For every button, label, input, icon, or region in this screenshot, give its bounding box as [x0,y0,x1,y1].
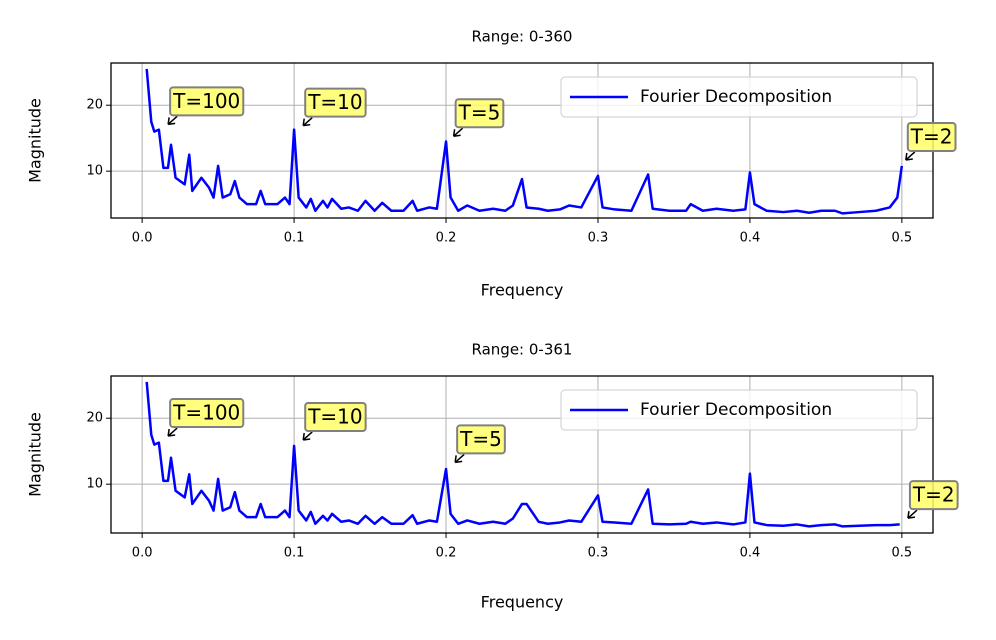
annotation-box [169,86,245,117]
y-tick-label: 10 [86,477,103,492]
annotation-text: T=5 [459,427,502,451]
annotation-arrow [302,431,313,441]
annotation-box [304,401,367,432]
annotation-arrow [452,127,464,137]
x-tick-label: 0.1 [284,231,305,246]
legend: Fourier Decomposition [560,389,918,431]
annotation-arrow [167,115,178,126]
x-tick-label: 0.5 [892,546,913,561]
annotation-text: T=5 [458,101,501,125]
x-tick-label: 0.5 [892,231,913,246]
x-tick-label: 0.4 [740,231,761,246]
annotation-text: T=100 [172,89,240,113]
legend-label: Fourier Decomposition [640,400,832,420]
x-tick-label: 0.4 [740,546,761,561]
axes-frame [110,375,934,534]
annotation-box [906,121,957,152]
annotation-box [304,87,367,118]
legend: Fourier Decomposition [560,76,918,118]
annotation-arrow [454,453,465,464]
legend-label: Fourier Decomposition [640,87,832,107]
y-tick-label: 20 [86,411,103,426]
annotation-arrow [907,509,918,519]
y-axis-label: Magnitude [26,412,45,497]
x-tick-label: 0.0 [132,231,153,246]
x-axis-label: Frequency [481,281,564,300]
annotation-text: T=2 [912,483,955,507]
annotation-box [169,398,245,429]
chart-title: Range: 0-360 [472,28,573,46]
y-tick-label: 10 [86,164,103,179]
x-axis-label: Frequency [481,593,564,612]
x-tick-label: 0.2 [436,546,457,561]
annotation-box [908,480,959,511]
annotation-arrow [167,427,178,437]
annotation-box [454,98,505,129]
x-tick-label: 0.2 [436,231,457,246]
series-line [145,68,904,215]
legend-box [560,76,918,118]
annotation-text: T=2 [910,124,953,148]
annotation-text: T=10 [307,404,362,428]
y-axis-label: Magnitude [26,98,45,183]
x-tick-label: 0.3 [588,546,609,561]
annotation-arrow [302,117,313,127]
annotation-box [456,424,506,455]
series-line [145,381,900,528]
annotation-text: T=100 [172,401,240,425]
y-tick-label: 20 [86,98,103,113]
chart-title: Range: 0-361 [472,341,573,359]
annotation-arrow [905,151,916,161]
x-tick-label: 0.3 [588,231,609,246]
x-tick-label: 0.1 [284,546,305,561]
legend-box [560,389,918,431]
annotation-text: T=10 [307,90,362,114]
x-tick-label: 0.0 [132,546,153,561]
